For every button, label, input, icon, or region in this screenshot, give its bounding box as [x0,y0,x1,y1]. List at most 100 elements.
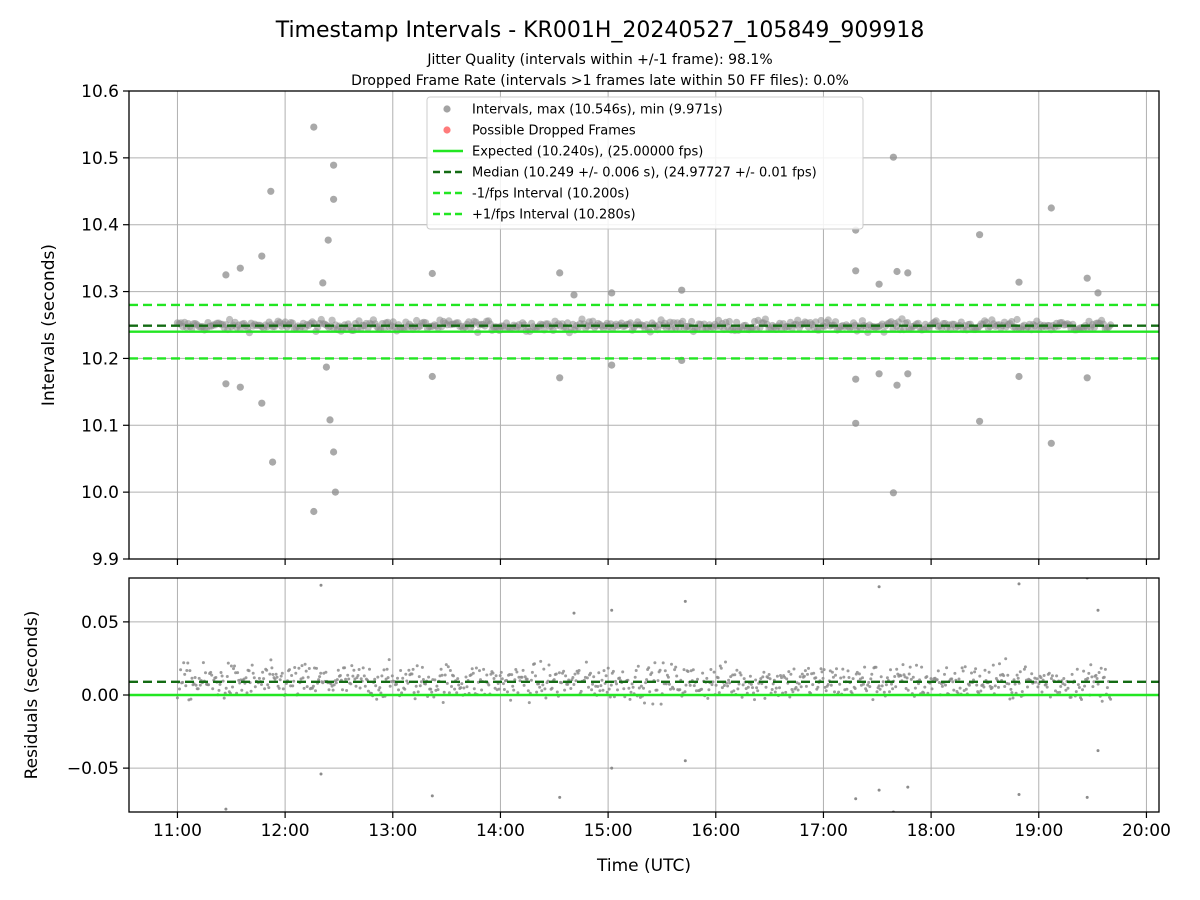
interval-point [812,671,816,675]
interval-point [506,690,509,694]
interval-point [655,688,659,692]
interval-point [634,669,638,672]
interval-point [514,668,518,671]
interval-point [304,669,308,673]
interval-point [175,696,179,700]
interval-point [656,679,660,683]
interval-point [310,123,318,131]
interval-point [735,668,739,672]
interval-point [1030,672,1034,676]
interval-point [520,675,524,679]
interval-point [319,772,323,776]
interval-point [664,682,668,686]
interval-point [354,684,358,688]
interval-point [359,677,363,681]
interval-point [330,195,338,203]
interval-point [345,689,349,692]
interval-point [674,665,678,669]
interval-point [705,676,709,680]
interval-point [667,682,671,686]
interval-point [867,680,871,684]
interval-point [493,686,497,690]
interval-point [317,678,321,682]
legend-marker [443,105,451,113]
interval-point [447,691,451,695]
interval-point [701,671,705,675]
interval-point [802,674,806,678]
interval-point [905,676,909,680]
interval-point [179,668,183,672]
interval-point [352,668,356,672]
interval-point [336,668,340,672]
interval-point [889,668,892,672]
interval-point [552,678,556,682]
interval-point [852,419,860,427]
interval-point [265,668,269,672]
interval-point [236,383,244,391]
interval-point [404,672,408,676]
interval-point [555,690,559,694]
interval-point [574,679,578,683]
interval-point [269,458,277,466]
interval-point [217,688,221,692]
interval-point [530,670,534,674]
interval-point [491,671,495,675]
interval-point [807,666,810,670]
interval-point [479,678,482,682]
interval-point [605,690,609,694]
interval-point [258,399,266,407]
interval-point [281,687,285,691]
interval-point [546,679,550,683]
interval-point [292,679,296,683]
residuals-y-ticks: −0.05 0.00 0.05 [67,613,129,779]
interval-point [659,702,663,706]
interval-point [775,674,779,678]
interval-point [1082,669,1086,673]
y-tick-label: −0.05 [67,759,119,779]
interval-point [368,667,371,671]
interval-point [335,678,339,682]
interval-point [829,683,833,687]
interval-point [907,672,911,676]
interval-point [324,670,328,674]
interval-point [740,695,744,699]
interval-point [363,684,367,688]
interval-point [773,690,777,694]
intervals-panel: 9.9 10.0 10.1 10.2 10.3 10.4 10.5 10.6 Interval… [39,82,1160,570]
interval-point [572,611,576,615]
interval-point [1034,680,1038,684]
interval-point [257,676,261,680]
x-tick-label: 17:00 [799,821,848,841]
interval-point [566,682,570,686]
residuals-reference-lines [129,680,1159,697]
interval-point [1096,749,1100,753]
interval-point [778,686,781,690]
interval-point [643,701,646,705]
interval-point [592,675,596,679]
interval-point [599,684,603,688]
interval-point [307,667,311,670]
interval-point [841,667,845,671]
interval-point [1055,674,1059,678]
interval-point [993,684,997,688]
figure-subtitle-dropped: Dropped Frame Rate (intervals >1 frames … [351,73,849,89]
interval-point [385,667,389,671]
interval-point [792,667,796,671]
y-tick-label: 0.00 [81,686,119,706]
interval-point [1081,688,1084,692]
interval-point [1089,663,1093,667]
interval-point [387,658,391,662]
interval-point [852,375,860,383]
interval-point [277,686,281,690]
interval-point [806,672,809,676]
interval-point [622,687,626,691]
interval-point [944,683,947,687]
interval-point [327,688,331,692]
interval-point [855,670,859,674]
interval-point [812,318,820,326]
interval-point [267,187,275,195]
interval-point [500,677,504,681]
interval-point [741,683,745,687]
interval-point [421,678,425,681]
interval-point [904,269,912,277]
